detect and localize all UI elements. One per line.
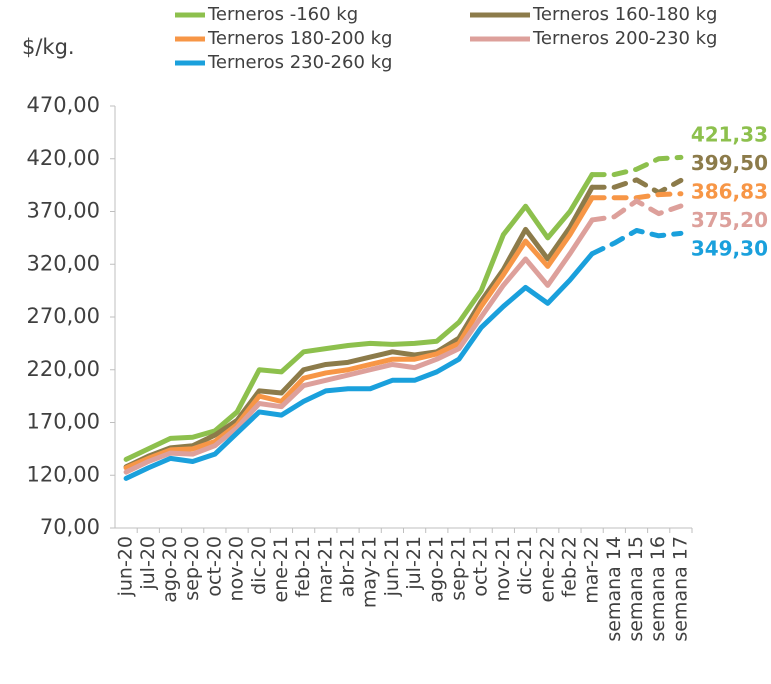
x-tick-label: sep-21 [447, 536, 469, 601]
y-tick-label: 220,00 [27, 357, 100, 381]
x-tick-label: nov-20 [226, 536, 248, 601]
y-tick-label: 70,00 [40, 515, 100, 539]
data-label: 349,30 [691, 237, 768, 261]
x-tick-label: dic-20 [248, 536, 270, 595]
data-label: 399,50 [691, 151, 768, 175]
y-tick-label: 470,00 [27, 93, 100, 117]
data-label: 375,20 [691, 208, 768, 232]
x-tick-label: oct-21 [470, 536, 492, 597]
legend-label: Terneros 230-260 kg [207, 52, 392, 73]
data-label: 386,83 [691, 180, 768, 204]
legend-label: Terneros 180-200 kg [207, 28, 392, 49]
y-tick-label: 420,00 [27, 146, 100, 170]
line [126, 187, 592, 467]
line-dashed [592, 201, 681, 220]
x-tick-label: jun-20 [115, 536, 137, 597]
data-label: 421,33 [691, 123, 768, 147]
x-tick-label: abr-21 [337, 536, 359, 597]
x-tick-label: feb-22 [558, 536, 580, 597]
x-tick-label: jun-21 [381, 536, 403, 597]
y-tick-label: 170,00 [27, 410, 100, 434]
x-tick-label: jul-20 [137, 536, 159, 591]
line [126, 175, 592, 460]
line-dashed [592, 194, 681, 198]
line-dashed [592, 180, 681, 193]
y-tick-label: 320,00 [27, 251, 100, 275]
x-tick-label: may-21 [359, 536, 381, 608]
x-tick-label: ago-21 [425, 536, 447, 603]
x-tick-label: ene-22 [536, 536, 558, 602]
y-tick-label: 270,00 [27, 304, 100, 328]
page: {"chart_data": {"type": "line", "y_label… [0, 0, 771, 684]
x-tick-label: sep-20 [181, 536, 203, 601]
x-tick-label: jul-21 [403, 536, 425, 591]
chart: $/kg. 70,00 120,00 170,00 220,00 270,00 320,0… [0, 0, 771, 684]
y-tick-label: 370,00 [27, 199, 100, 223]
x-tick-label: ene-21 [270, 536, 292, 602]
x-tick-label: oct-20 [203, 536, 225, 597]
line-dashed [592, 230, 681, 253]
y-tick-label: 120,00 [27, 462, 100, 486]
y-axis-label: $/kg. [22, 35, 75, 59]
x-tick-label: ago-20 [159, 536, 181, 603]
x-tick-label: feb-21 [292, 536, 314, 597]
x-tick-label: nov-21 [492, 536, 514, 601]
x-tick-label: semana 17 [669, 536, 691, 642]
line-dashed [592, 157, 681, 174]
x-tick-label: semana 16 [647, 536, 669, 642]
x-tick-label: dic-21 [514, 536, 536, 595]
legend-label: Terneros 200-230 kg [532, 28, 717, 49]
x-tick-label: semana 14 [603, 536, 625, 642]
legend-label: Terneros -160 kg [207, 4, 358, 25]
legend-label: Terneros 160-180 kg [532, 4, 717, 25]
x-tick-label: mar-22 [581, 536, 603, 604]
x-tick-label: mar-21 [314, 536, 336, 604]
x-tick-label: semana 15 [625, 536, 647, 642]
